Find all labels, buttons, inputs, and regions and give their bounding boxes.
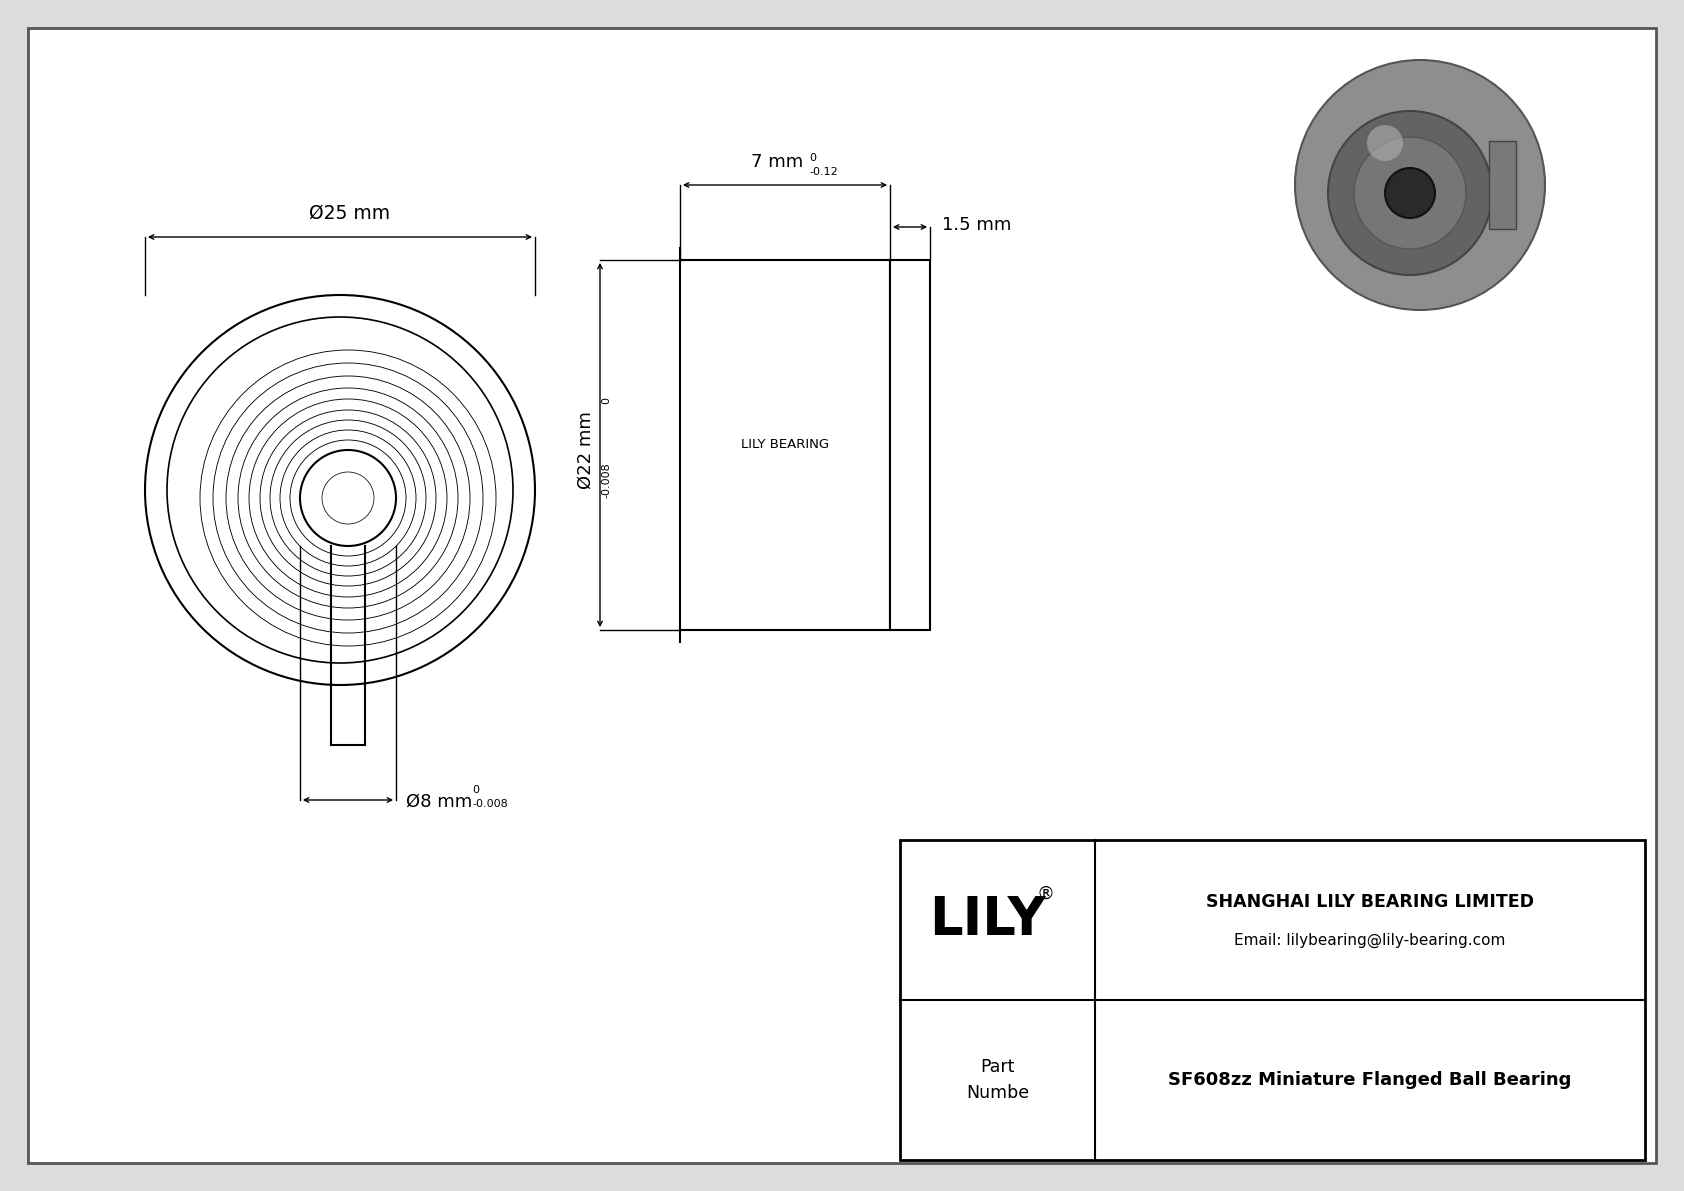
Circle shape	[1354, 137, 1467, 249]
Text: 0: 0	[601, 397, 611, 404]
Text: 0: 0	[808, 152, 817, 163]
Text: Ø8 mm: Ø8 mm	[406, 793, 472, 811]
Circle shape	[1329, 111, 1492, 275]
Text: 0: 0	[472, 785, 478, 796]
Text: SF608zz Miniature Flanged Ball Bearing: SF608zz Miniature Flanged Ball Bearing	[1169, 1071, 1571, 1089]
Text: Part
Numbe: Part Numbe	[967, 1059, 1029, 1102]
Text: Email: lilybearing@lily-bearing.com: Email: lilybearing@lily-bearing.com	[1234, 933, 1505, 948]
Text: 7 mm: 7 mm	[751, 152, 803, 172]
Text: -0.008: -0.008	[601, 462, 611, 498]
Bar	[1489, 142, 1516, 229]
Text: -0.12: -0.12	[808, 167, 837, 177]
Text: Ø22 mm: Ø22 mm	[578, 411, 594, 490]
Circle shape	[1367, 125, 1403, 161]
Text: LILY BEARING: LILY BEARING	[741, 438, 829, 451]
Text: SHANGHAI LILY BEARING LIMITED: SHANGHAI LILY BEARING LIMITED	[1206, 893, 1534, 911]
Circle shape	[1295, 60, 1544, 310]
Text: Ø25 mm: Ø25 mm	[310, 204, 391, 223]
Text: -0.008: -0.008	[472, 799, 509, 809]
Bar	[680, 260, 891, 630]
Text: LILY: LILY	[930, 894, 1046, 946]
Text: ®: ®	[1036, 885, 1054, 903]
Bar	[891, 260, 930, 630]
Circle shape	[1384, 168, 1435, 218]
Text: 1.5 mm: 1.5 mm	[941, 216, 1012, 233]
Bar	[899, 840, 1645, 1160]
